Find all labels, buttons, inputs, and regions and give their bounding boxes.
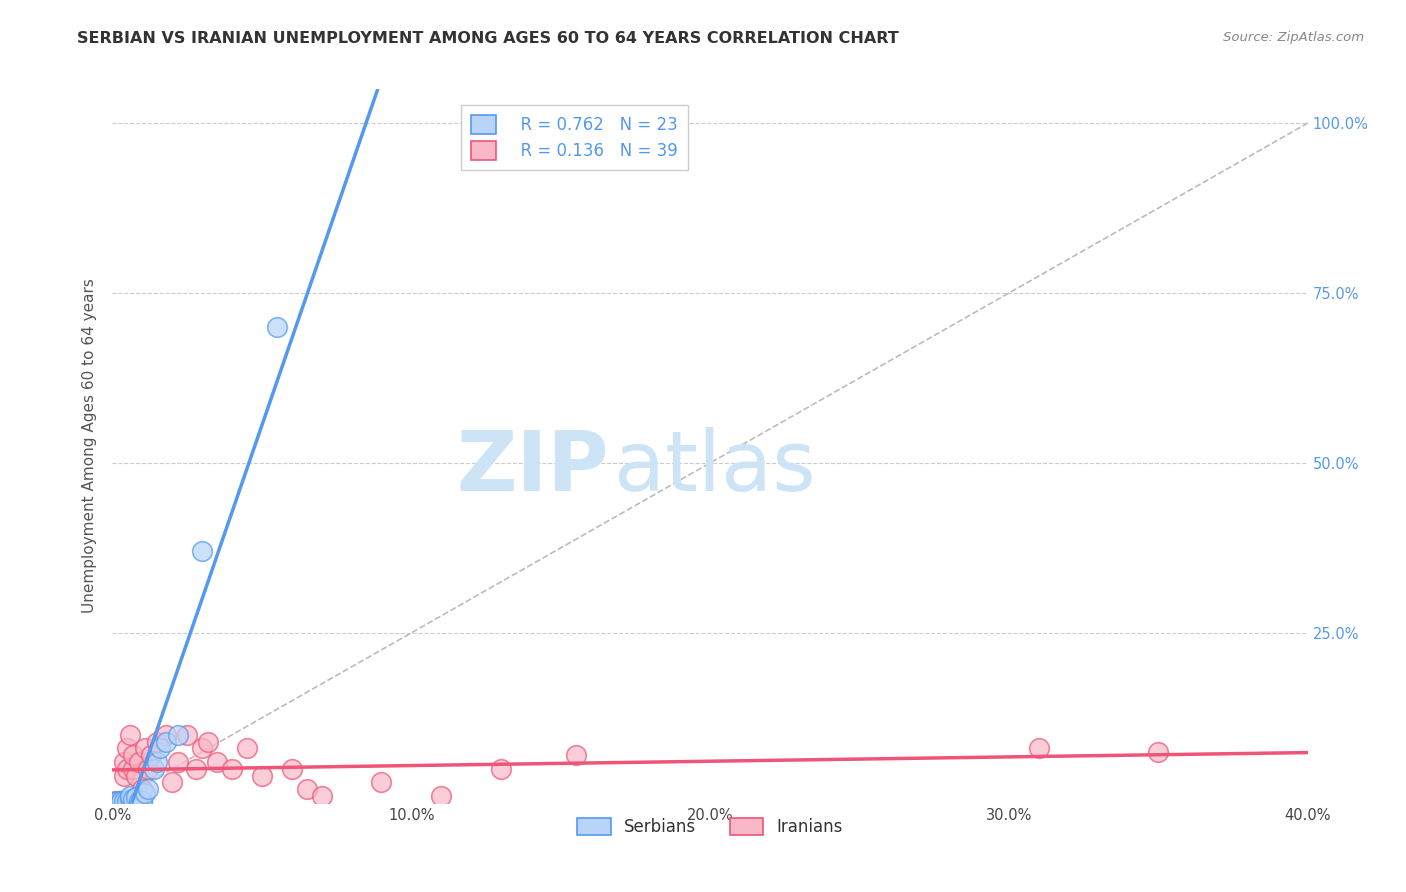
Point <box>191 741 214 756</box>
Point <box>295 782 318 797</box>
Point <box>266 320 288 334</box>
Point <box>125 769 148 783</box>
Point <box>104 794 127 808</box>
Point <box>162 775 183 789</box>
Point <box>114 794 135 808</box>
Point <box>311 789 333 803</box>
Point <box>120 728 142 742</box>
Point <box>104 795 127 809</box>
Point <box>430 789 453 803</box>
Point <box>107 795 129 809</box>
Point <box>114 769 135 783</box>
Point <box>128 755 150 769</box>
Point <box>221 762 243 776</box>
Point <box>117 741 139 756</box>
Legend: Serbians, Iranians: Serbians, Iranians <box>569 810 851 845</box>
Point <box>131 795 153 809</box>
Point <box>117 794 139 808</box>
Point <box>191 544 214 558</box>
Point <box>110 794 132 808</box>
Point <box>250 769 273 783</box>
Point <box>149 741 172 756</box>
Point <box>236 741 259 756</box>
Point <box>281 762 304 776</box>
Point <box>1147 745 1170 759</box>
Point <box>122 762 145 776</box>
Point <box>1028 741 1050 756</box>
Point <box>128 794 150 808</box>
Point <box>143 762 166 776</box>
Point <box>104 795 127 809</box>
Point <box>138 782 160 797</box>
Text: SERBIAN VS IRANIAN UNEMPLOYMENT AMONG AGES 60 TO 64 YEARS CORRELATION CHART: SERBIAN VS IRANIAN UNEMPLOYMENT AMONG AG… <box>77 31 898 46</box>
Point <box>134 786 156 800</box>
Point <box>110 795 132 809</box>
Point <box>138 762 160 776</box>
Point <box>107 795 129 809</box>
Point <box>110 794 132 808</box>
Y-axis label: Unemployment Among Ages 60 to 64 years: Unemployment Among Ages 60 to 64 years <box>82 278 97 614</box>
Point <box>564 748 586 763</box>
Point <box>125 790 148 805</box>
Text: atlas: atlas <box>614 427 815 508</box>
Point <box>120 792 142 806</box>
Point <box>155 734 177 748</box>
Point <box>370 775 392 789</box>
Point <box>489 762 512 776</box>
Point <box>146 755 169 769</box>
Point <box>114 755 135 769</box>
Point <box>131 794 153 808</box>
Point <box>167 755 190 769</box>
Text: ZIP: ZIP <box>456 427 609 508</box>
Point <box>131 782 153 797</box>
Point <box>122 748 145 763</box>
Point <box>141 748 163 763</box>
Point <box>155 728 177 742</box>
Point <box>120 789 142 803</box>
Point <box>186 762 208 776</box>
Point <box>122 792 145 806</box>
Point <box>197 734 219 748</box>
Point <box>146 734 169 748</box>
Text: Source: ZipAtlas.com: Source: ZipAtlas.com <box>1223 31 1364 45</box>
Point <box>107 794 129 808</box>
Point <box>107 794 129 808</box>
Point <box>117 762 139 776</box>
Point <box>134 741 156 756</box>
Point <box>205 755 228 769</box>
Point <box>176 728 198 742</box>
Point <box>167 728 190 742</box>
